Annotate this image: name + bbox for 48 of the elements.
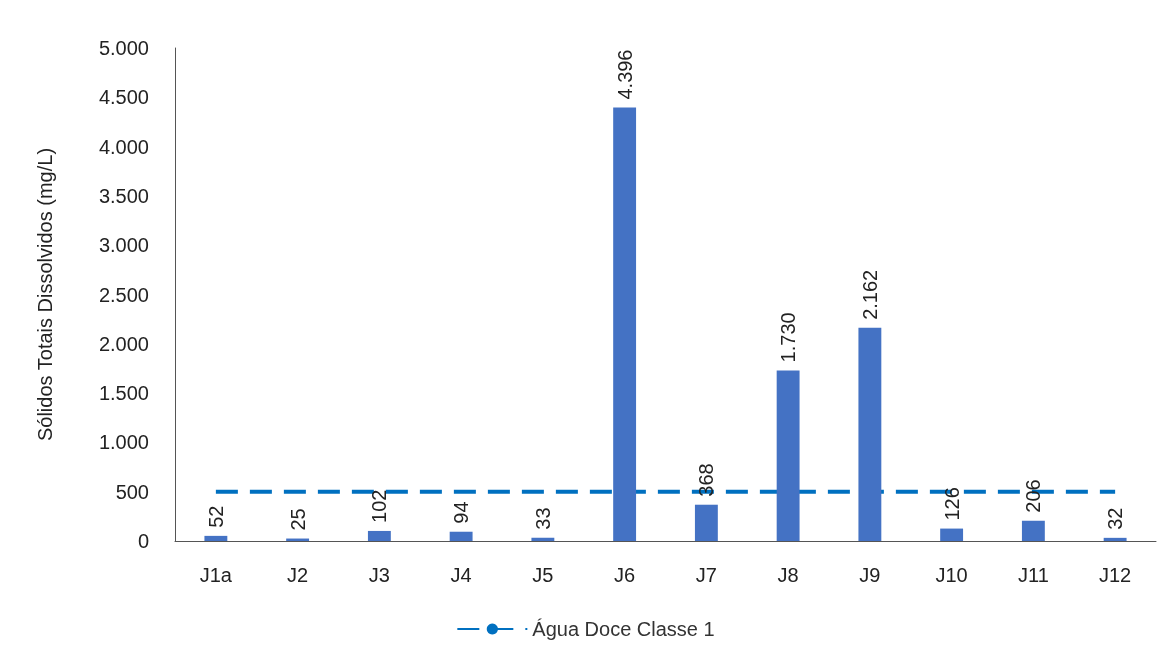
bar xyxy=(940,528,964,541)
bar xyxy=(858,327,882,541)
x-tick-label: J10 xyxy=(935,564,968,586)
y-tick-label: 5.000 xyxy=(98,37,149,59)
data-label: 32 xyxy=(1104,507,1127,530)
x-tick-label: J3 xyxy=(368,564,390,586)
data-label: 33 xyxy=(531,507,554,530)
y-tick-label: 500 xyxy=(115,480,149,503)
x-tick-label: J11 xyxy=(1017,564,1049,586)
y-tick-label: 3.000 xyxy=(98,234,149,257)
x-tick-label: J6 xyxy=(614,564,636,586)
x-tick-label: J2 xyxy=(287,564,309,586)
data-label: 2.162 xyxy=(858,269,881,320)
bar xyxy=(613,107,637,541)
data-label: 102 xyxy=(368,489,391,523)
bar xyxy=(1021,520,1045,541)
x-tick-label: J8 xyxy=(777,564,799,586)
data-label: 206 xyxy=(1022,479,1045,513)
legend-label: Água Doce Classe 1 xyxy=(532,618,715,640)
y-tick-label: 2.500 xyxy=(98,283,149,306)
x-tick-label: J4 xyxy=(450,564,472,586)
y-tick-label: 3.500 xyxy=(98,184,149,207)
bar xyxy=(531,537,555,541)
y-tick-label: 1.000 xyxy=(98,431,149,454)
bar xyxy=(367,530,391,541)
bar xyxy=(449,531,473,541)
data-label: 52 xyxy=(204,505,227,528)
bar xyxy=(1103,537,1127,541)
x-tick-label: J7 xyxy=(695,564,717,586)
x-tick-label: J1a xyxy=(199,564,233,586)
data-label: 368 xyxy=(695,463,718,497)
y-tick-label: 0 xyxy=(137,530,149,552)
x-tick-label: J12 xyxy=(1099,564,1132,586)
y-tick-label: 2.000 xyxy=(98,332,149,355)
data-label: 1.730 xyxy=(777,312,800,363)
x-tick-label: J9 xyxy=(859,564,881,586)
data-label: 126 xyxy=(940,487,963,521)
x-tick-label: J5 xyxy=(532,564,554,586)
data-label: 4.396 xyxy=(613,49,636,100)
y-axis-title: Sólidos Totais Dissolvidos (mg/L) xyxy=(34,147,56,442)
data-label: 94 xyxy=(450,501,473,524)
bar xyxy=(204,535,228,541)
data-label: 25 xyxy=(286,508,309,531)
bar xyxy=(694,504,718,541)
y-tick-label: 4.000 xyxy=(98,135,149,158)
y-tick-label: 1.500 xyxy=(98,382,149,405)
bar xyxy=(776,370,800,541)
y-tick-label: 4.500 xyxy=(98,86,149,109)
